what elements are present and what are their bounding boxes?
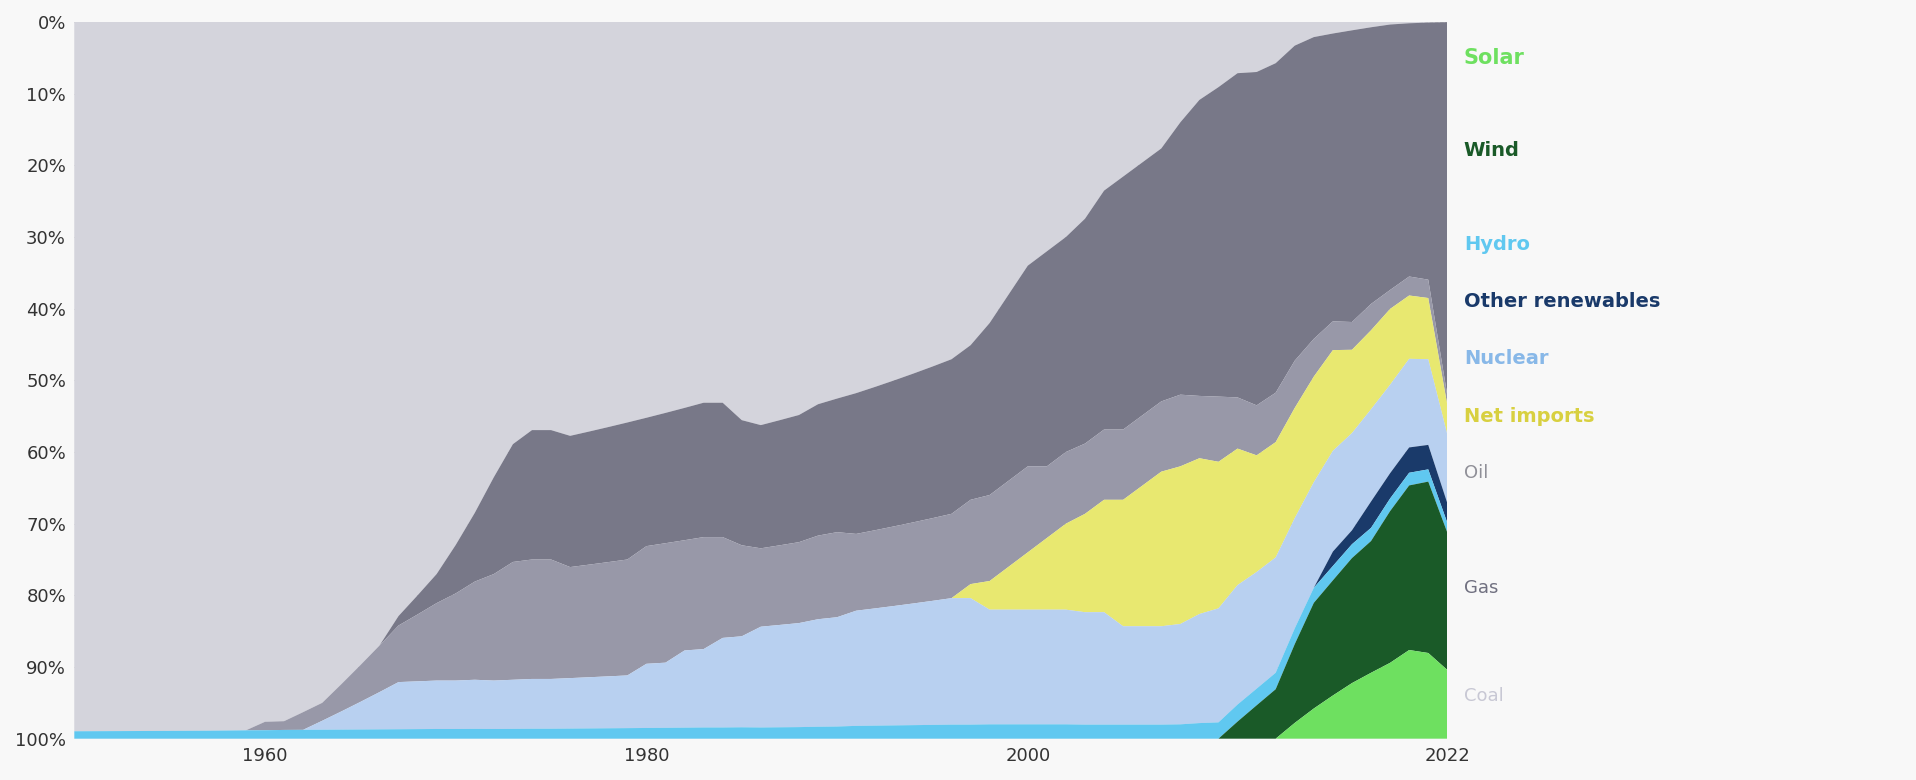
Text: Oil: Oil (1464, 465, 1489, 483)
Text: Coal: Coal (1464, 686, 1504, 704)
Text: Gas: Gas (1464, 580, 1498, 597)
Text: Solar: Solar (1464, 48, 1525, 68)
Text: Net imports: Net imports (1464, 406, 1594, 426)
Text: Hydro: Hydro (1464, 235, 1529, 254)
Text: Other renewables: Other renewables (1464, 292, 1659, 311)
Text: Wind: Wind (1464, 141, 1519, 161)
Text: Nuclear: Nuclear (1464, 349, 1548, 368)
